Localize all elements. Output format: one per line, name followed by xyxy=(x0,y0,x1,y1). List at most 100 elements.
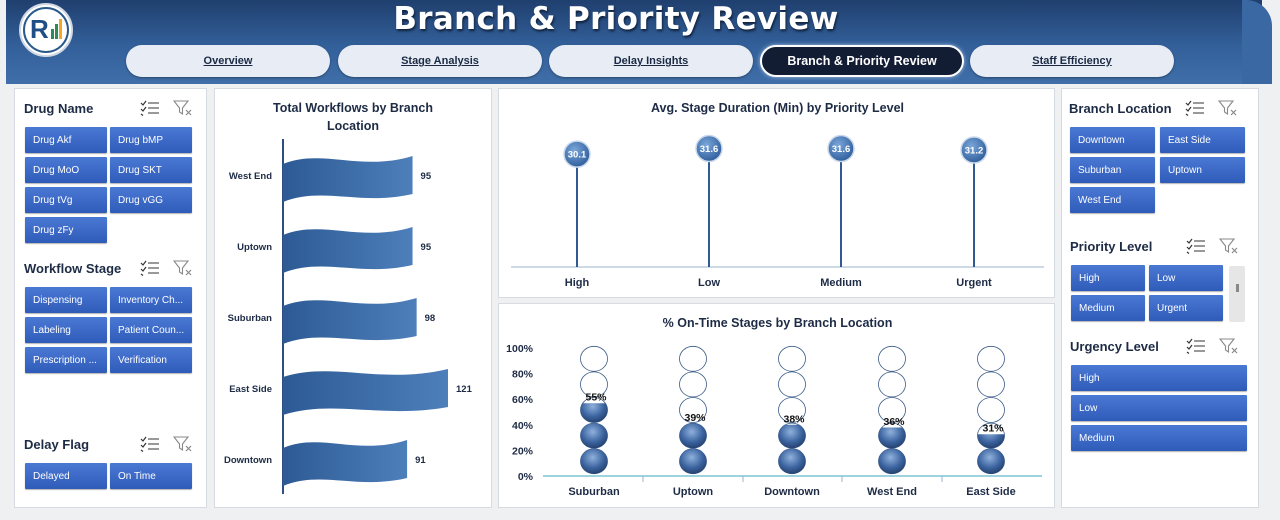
clear-filter-icon[interactable] xyxy=(173,260,193,276)
slicer-item[interactable]: East Side xyxy=(1160,127,1245,153)
page-title: Branch & Priority Review xyxy=(393,1,839,37)
empty-sphere xyxy=(778,345,806,372)
value-label: 55% xyxy=(585,392,607,404)
sphere-column xyxy=(977,345,1005,475)
slicer-item[interactable]: Low xyxy=(1149,265,1223,291)
slicer-item[interactable]: Drug zFy xyxy=(25,217,107,243)
filled-sphere xyxy=(977,448,1005,474)
slicer-item[interactable]: Drug bMP xyxy=(110,127,192,153)
tab-branch-priority-review[interactable]: Branch & Priority Review xyxy=(760,45,964,77)
y-tick-label: 100% xyxy=(506,343,534,355)
clear-filter-icon[interactable] xyxy=(173,100,193,116)
sphere-column xyxy=(679,345,707,475)
clear-filter-icon[interactable] xyxy=(1218,100,1238,116)
empty-sphere xyxy=(580,345,608,372)
category-label: Urgent xyxy=(956,277,992,289)
slicer-item[interactable]: Downtown xyxy=(1070,127,1155,153)
slicer-item[interactable]: Drug tVg xyxy=(25,187,107,213)
category-label: East Side xyxy=(229,384,272,395)
slicer-item[interactable]: Inventory Ch... xyxy=(110,287,192,313)
value-label: 91 xyxy=(415,455,426,466)
multi-select-icon[interactable] xyxy=(1186,338,1206,354)
stage-duration-panel: Avg. Stage Duration (Min) by Priority Le… xyxy=(498,88,1055,298)
clear-filter-icon[interactable] xyxy=(173,436,193,452)
empty-sphere xyxy=(679,397,707,423)
category-label: East Side xyxy=(966,486,1016,498)
category-label: Downtown xyxy=(224,455,272,466)
empty-sphere xyxy=(778,397,806,423)
slicer-item[interactable]: Drug SKT xyxy=(110,157,192,183)
scroll-thumb[interactable] xyxy=(1236,284,1239,292)
slicer-item[interactable]: Drug vGG xyxy=(110,187,192,213)
clear-filter-icon[interactable] xyxy=(1219,338,1239,354)
tab-delay-insights[interactable]: Delay Insights xyxy=(549,45,753,77)
bar xyxy=(283,369,448,415)
slicer-title: Drug Name xyxy=(24,101,94,116)
category-label: West End xyxy=(229,171,272,182)
slicer-item[interactable]: Medium xyxy=(1071,295,1145,321)
y-tick-label: 80% xyxy=(512,369,534,381)
multi-select-icon[interactable] xyxy=(140,100,160,116)
slicer-item[interactable]: Low xyxy=(1071,395,1247,421)
sphere-column xyxy=(778,345,806,475)
value-label: 30.1 xyxy=(568,150,587,161)
slicer-item[interactable]: Delayed xyxy=(25,463,107,489)
filled-sphere xyxy=(580,448,608,474)
y-tick-label: 20% xyxy=(512,445,534,457)
slicer-title: Branch Location xyxy=(1069,101,1172,116)
slicer-item[interactable]: Urgent xyxy=(1149,295,1223,321)
slicer-item[interactable]: High xyxy=(1071,365,1247,391)
clear-filter-icon[interactable] xyxy=(1219,238,1239,254)
slicer-item[interactable]: Drug Akf xyxy=(25,127,107,153)
ontime-pictograph-chart: 100% 80% 60% 40% 20% 0% 55% Suburban 39% Uptown 38… xyxy=(506,343,1042,498)
category-label: Uptown xyxy=(673,486,714,498)
duration-lollipop-chart: 30.1 High 31.6 Low 31.6 Medium 31.2 Urgent xyxy=(511,134,1044,289)
ontime-stages-panel: % On-Time Stages by Branch Location 100%… xyxy=(498,303,1055,508)
multi-select-icon[interactable] xyxy=(140,260,160,276)
category-label: Uptown xyxy=(237,242,272,253)
filled-sphere xyxy=(580,403,608,423)
tab-overview[interactable]: Overview xyxy=(126,45,330,77)
slicer-title: Priority Level xyxy=(1070,239,1153,254)
multi-select-icon[interactable] xyxy=(1186,238,1206,254)
multi-select-icon[interactable] xyxy=(140,436,160,452)
y-tick-label: 60% xyxy=(512,394,534,406)
tab-staff-efficiency[interactable]: Staff Efficiency xyxy=(970,45,1174,77)
data-point xyxy=(960,136,988,164)
category-label: Medium xyxy=(820,277,862,289)
sphere-column xyxy=(878,345,906,475)
empty-sphere xyxy=(878,345,906,372)
slicer-item[interactable]: Labeling xyxy=(25,317,107,343)
slicer-title: Delay Flag xyxy=(24,437,90,452)
empty-sphere xyxy=(679,371,707,398)
value-label: 31.6 xyxy=(832,144,851,155)
slicer-item[interactable]: Suburban xyxy=(1070,157,1155,183)
bar xyxy=(283,156,413,202)
value-label: 31.6 xyxy=(700,144,719,155)
empty-sphere xyxy=(977,371,1005,398)
category-label: Suburban xyxy=(568,486,620,498)
slicer-item[interactable]: Patient Coun... xyxy=(110,317,192,343)
slicer-item[interactable]: Prescription ... xyxy=(25,347,107,373)
slicer-item[interactable]: West End xyxy=(1070,187,1155,213)
slicer-item[interactable]: Uptown xyxy=(1160,157,1245,183)
slicer-item[interactable]: On Time xyxy=(110,463,192,489)
left-slicer-panel: Drug Name Drug Akf Drug bMP Drug MoO Drug S… xyxy=(14,88,207,508)
slicer-item[interactable]: High xyxy=(1071,265,1145,291)
empty-sphere xyxy=(878,371,906,398)
slicer-item[interactable]: Drug MoO xyxy=(25,157,107,183)
slicer-scrollbar[interactable] xyxy=(1229,266,1245,322)
multi-select-icon[interactable] xyxy=(1185,100,1205,116)
chart-title: Avg. Stage Duration (Min) by Priority Le… xyxy=(650,101,905,115)
slicer-item[interactable]: Dispensing xyxy=(25,287,107,313)
tab-stage-analysis[interactable]: Stage Analysis xyxy=(338,45,542,77)
y-tick-label: 40% xyxy=(512,420,534,432)
category-label: Downtown xyxy=(764,486,820,498)
filled-sphere xyxy=(679,423,707,449)
value-label: 95 xyxy=(421,171,432,182)
data-point xyxy=(563,140,591,168)
slicer-item[interactable]: Medium xyxy=(1071,425,1247,451)
slicer-item[interactable]: Verification xyxy=(110,347,192,373)
value-label: 39% xyxy=(684,412,706,424)
value-label: 98 xyxy=(425,313,436,324)
